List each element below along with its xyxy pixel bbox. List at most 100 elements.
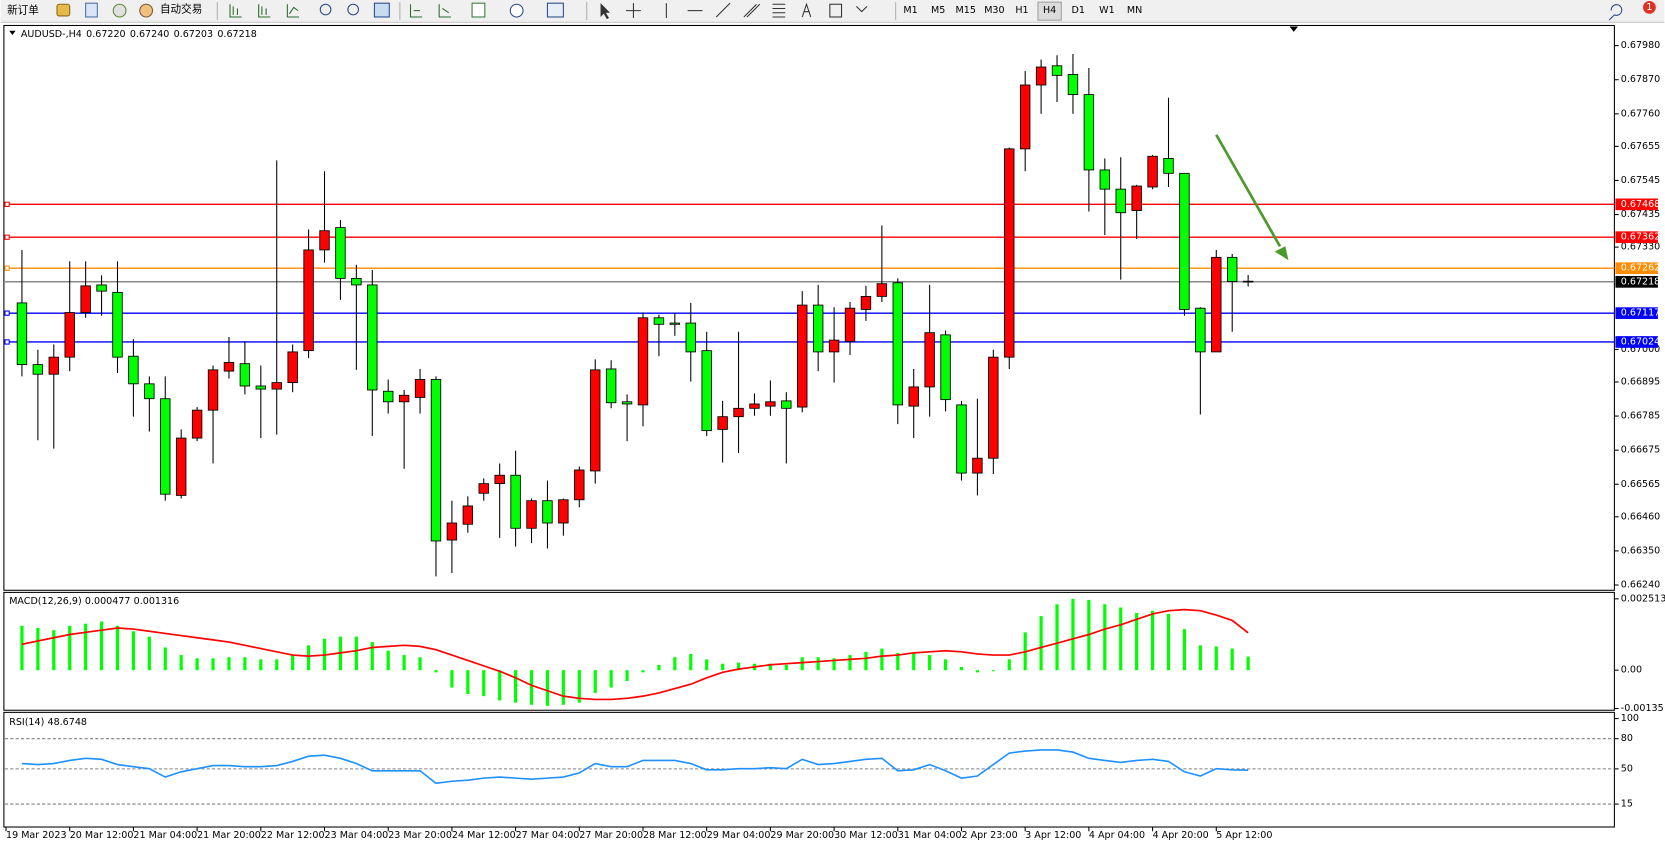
arrows-tool[interactable] <box>856 5 868 13</box>
candle-body <box>1004 148 1015 358</box>
zoom-in-icon[interactable] <box>319 3 332 16</box>
candle-body <box>239 363 251 387</box>
x-tick-label: 24 Mar 12:00 <box>452 830 516 841</box>
macd-bar <box>928 655 932 671</box>
auto-trading-icon[interactable] <box>139 3 154 18</box>
macd-bar <box>673 657 677 671</box>
candle-body <box>940 334 951 401</box>
y-tick-label: 0.67980 <box>1621 40 1660 51</box>
toolbar-icon[interactable] <box>409 4 423 18</box>
macd-bar <box>211 658 215 671</box>
macd-bar <box>1007 659 1011 671</box>
toolbar-icon[interactable] <box>112 3 127 18</box>
toolbar-icon[interactable] <box>258 4 271 18</box>
level-handle <box>4 201 10 207</box>
candle-body <box>908 386 919 407</box>
y-tick-label: 0.67655 <box>1621 141 1660 152</box>
x-tick-label: 31 Mar 04:00 <box>898 830 962 841</box>
candle-body <box>1035 66 1047 86</box>
y-tick-label: 0.67545 <box>1621 175 1660 186</box>
macd-bar <box>306 645 311 671</box>
zoom-out-icon[interactable] <box>347 3 360 16</box>
crosshair-icon[interactable] <box>626 3 641 19</box>
candle-body <box>175 437 187 496</box>
timeframe-button[interactable]: H4 <box>1043 5 1056 16</box>
x-tick-label: 29 Mar 04:00 <box>707 830 771 841</box>
macd-header: MACD(12,26,9) 0.000477 0.001316 <box>9 595 179 606</box>
cursor-icon[interactable] <box>600 3 611 20</box>
macd-bar <box>545 670 550 706</box>
y-tick-label: 50 <box>1621 763 1633 774</box>
chart-type-icons[interactable] <box>229 4 300 18</box>
notification-badge[interactable] <box>1643 1 1656 14</box>
timeframe-button[interactable]: W1 <box>1099 5 1115 16</box>
candle-body <box>653 317 665 325</box>
search-icon[interactable] <box>1608 4 1623 21</box>
macd-bar <box>84 623 88 671</box>
macd-bar <box>291 655 295 671</box>
timeframe-button[interactable]: M30 <box>984 5 1004 16</box>
timeframe-button[interactable]: M5 <box>931 5 945 16</box>
candle-body <box>1019 84 1031 150</box>
candle-body <box>351 278 362 286</box>
toolbar-icon[interactable] <box>56 3 71 17</box>
macd-bar <box>482 670 486 697</box>
x-tick-label: 2 Apr 23:00 <box>961 830 1017 841</box>
macd-bar <box>20 625 24 671</box>
candle-body <box>637 317 649 406</box>
toolbar-icon[interactable] <box>286 4 300 18</box>
timeframe-button[interactable]: D1 <box>1072 5 1085 16</box>
candle-body <box>287 351 298 384</box>
channel-tool[interactable] <box>743 3 761 18</box>
templates-icon[interactable] <box>546 2 564 18</box>
macd-bar <box>641 670 645 673</box>
fibonacci-tool[interactable] <box>772 3 786 18</box>
macd-bar <box>1119 607 1123 671</box>
macd-signal-value: 0.001316 <box>134 595 180 606</box>
ohlc-label: 0.67240 <box>130 28 169 39</box>
arrow-head <box>1274 246 1289 261</box>
candle-body <box>96 284 107 292</box>
candle-body <box>892 282 903 406</box>
candle-body <box>32 364 44 375</box>
indicators-icon[interactable] <box>471 2 486 18</box>
macd-bar <box>1150 610 1155 671</box>
candle-body <box>924 332 935 388</box>
candle-body <box>797 304 808 408</box>
macd-bar <box>896 652 900 671</box>
notification-count[interactable]: 1 <box>1646 2 1652 13</box>
label-tool[interactable] <box>829 3 843 18</box>
candle-body <box>48 356 59 375</box>
x-tick-label: 3 Apr 12:00 <box>1025 830 1081 841</box>
macd-bar <box>1166 613 1171 671</box>
y-tick-label: 0.67000 <box>1621 344 1660 355</box>
candle-body <box>1242 280 1254 283</box>
macd-bar <box>832 658 836 671</box>
candle-body <box>1179 172 1190 310</box>
timeframe-button[interactable]: M15 <box>956 5 976 16</box>
trendline-tool[interactable] <box>715 2 731 18</box>
tile-icon[interactable] <box>373 2 390 18</box>
level-label: 0.67024 <box>1621 336 1660 347</box>
x-tick-label: 19 Mar 2023 <box>6 830 67 841</box>
macd-signal-line <box>21 608 1249 701</box>
macd-bar <box>514 670 518 703</box>
new-order-button[interactable]: 新订单 <box>7 4 39 17</box>
toolbar-icon[interactable] <box>85 2 98 18</box>
candle-body <box>398 394 410 403</box>
macd-value: 0.000477 <box>85 595 131 606</box>
toolbar-icon[interactable] <box>229 4 242 18</box>
candle-body <box>1147 155 1158 188</box>
text-tool[interactable] <box>801 2 812 18</box>
timeframe-button[interactable]: MN <box>1127 5 1142 16</box>
timeframe-button[interactable]: H1 <box>1015 5 1028 16</box>
timeframe-selected <box>1037 1 1062 21</box>
macd-bar <box>52 630 56 671</box>
periods-icon[interactable] <box>509 3 524 18</box>
y-tick-label: 100 <box>1621 713 1639 724</box>
toolbar-icon[interactable] <box>438 4 451 18</box>
candle-body <box>1115 188 1126 214</box>
auto-trading-button[interactable]: 自动交易 <box>160 3 202 16</box>
candle-body <box>1211 256 1222 353</box>
timeframe-button[interactable]: M1 <box>903 5 917 16</box>
